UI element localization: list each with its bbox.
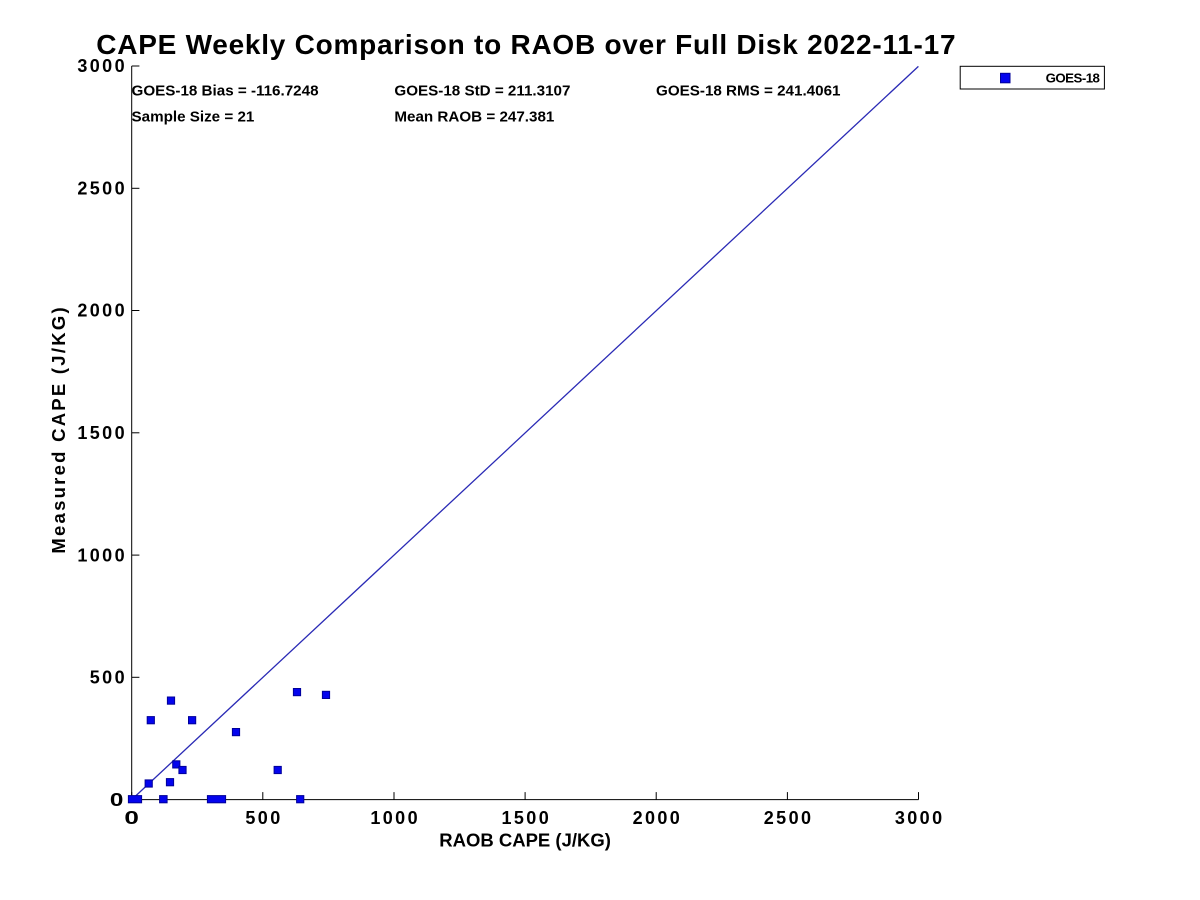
svg-text:500: 500 (245, 808, 282, 828)
svg-text:GOES-18 Bias = -116.7248: GOES-18 Bias = -116.7248 (132, 83, 319, 100)
svg-text:GOES-18 StD = 211.3107: GOES-18 StD = 211.3107 (394, 83, 570, 100)
svg-text:2000: 2000 (633, 808, 683, 828)
svg-text:1000: 1000 (77, 545, 127, 565)
svg-text:3000: 3000 (895, 808, 945, 828)
svg-text:2500: 2500 (764, 808, 814, 828)
svg-text:Mean RAOB = 247.381: Mean RAOB = 247.381 (394, 108, 555, 125)
svg-text:1500: 1500 (77, 423, 127, 443)
svg-text:CAPE Weekly Comparison to RAOB: CAPE Weekly Comparison to RAOB over Full… (96, 29, 956, 60)
svg-text:2000: 2000 (77, 301, 127, 321)
svg-text:Measured CAPE (J/KG): Measured CAPE (J/KG) (48, 305, 69, 554)
svg-text:Sample Size = 21: Sample Size = 21 (132, 108, 255, 125)
svg-text:3000: 3000 (77, 56, 127, 76)
svg-text:0: 0 (124, 808, 139, 828)
svg-text:0: 0 (110, 790, 124, 810)
svg-text:2500: 2500 (77, 179, 127, 199)
svg-text:1500: 1500 (501, 808, 551, 828)
svg-text:GOES-18: GOES-18 (1046, 70, 1100, 85)
svg-text:GOES-18 RMS = 241.4061: GOES-18 RMS = 241.4061 (656, 83, 841, 100)
svg-text:500: 500 (90, 668, 127, 688)
svg-text:RAOB CAPE (J/KG): RAOB CAPE (J/KG) (439, 830, 611, 851)
svg-text:1000: 1000 (370, 808, 420, 828)
